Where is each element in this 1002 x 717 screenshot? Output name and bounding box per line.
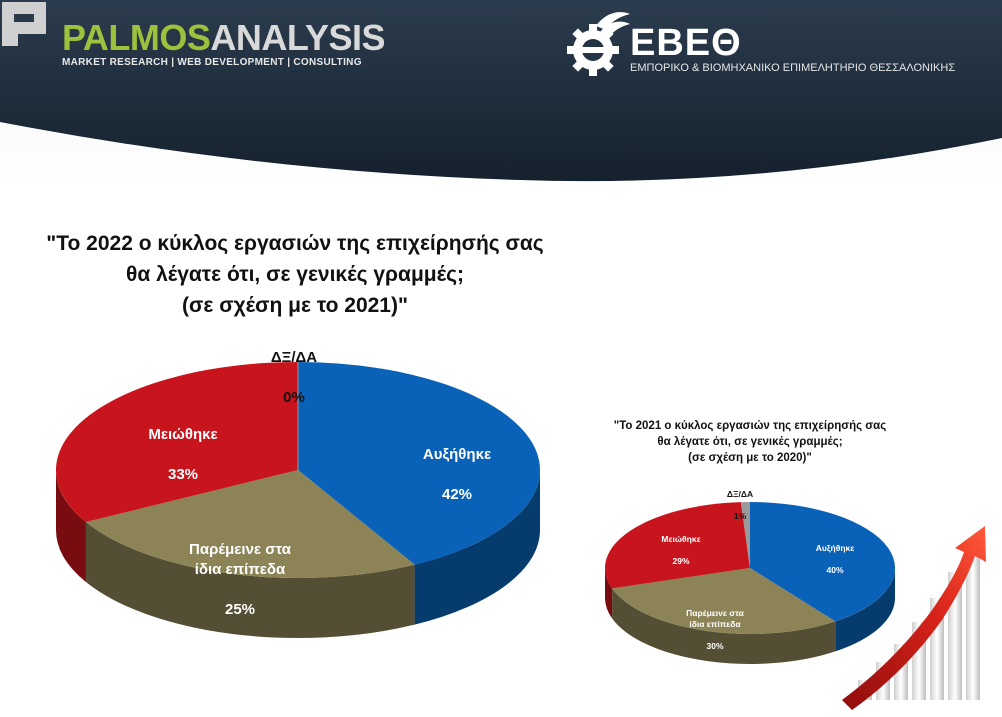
pie-2022-slice-decrease xyxy=(55,361,298,523)
chart-2021-title: "Το 2021 ο κύκλος εργασιών της επιχείρησ… xyxy=(613,420,887,464)
label-same-2021-value: 30% xyxy=(706,641,724,651)
chart-2022-title: "Το 2022 ο κύκλος εργασιών της επιχείρησ… xyxy=(46,232,544,317)
label-decrease-2021-value: 29% xyxy=(672,556,690,566)
pie-2021-slice-dk xyxy=(740,502,750,568)
ebeth-title: ΕΒΕΘ xyxy=(630,22,742,64)
pie-2022-slice-same xyxy=(85,470,415,578)
label-dk-2021-value: 1% xyxy=(733,511,747,521)
label-same-2022-name: Παρέμεινε στα ίδια επίπεδα xyxy=(189,541,291,578)
label-decrease-2022-name: Μειώθηκε xyxy=(148,426,218,443)
label-increase-2021-value: 40% xyxy=(826,565,844,575)
growth-arrow-graphic xyxy=(842,526,986,710)
pie-2021-same-side xyxy=(612,588,836,664)
header-banner: PALMOSANALYSIS MARKET RESEARCH | WEB DEV… xyxy=(0,0,1002,185)
palmos-logo-part1: PALMOS xyxy=(62,17,211,58)
pie-chart-2022 xyxy=(55,361,540,638)
palmos-mark-icon xyxy=(2,2,46,46)
label-same-2021: Παρέμεινε στα ίδια επίπεδα 30% xyxy=(670,597,760,663)
pie-2021-decrease-side xyxy=(605,568,613,619)
pie-chart-2021 xyxy=(604,502,896,664)
pie-2022-same-side xyxy=(85,522,415,638)
label-same-2022: Παρέμεινε στα ίδια επίπεδα 25% xyxy=(160,520,320,640)
label-increase-2022-value: 42% xyxy=(441,486,473,503)
label-dk-2022: ΔΞ/ΔΑ 0% xyxy=(244,328,344,428)
pie-2022-decrease-side xyxy=(56,470,86,583)
pie-2021-increase-side xyxy=(835,568,895,652)
label-same-2021-name: Παρέμεινε στα ίδια επίπεδα xyxy=(686,608,744,629)
ebeth-subtitle: ΕΜΠΟΡΙΚΟ & ΒΙΟΜΗΧΑΝΙΚΟ ΕΠΙΜΕΛΗΤΗΡΙΟ ΘΕΣΣ… xyxy=(630,62,956,74)
label-decrease-2021-name: Μειώθηκε xyxy=(661,534,701,544)
label-dk-2022-value: 0% xyxy=(283,389,305,406)
label-decrease-2021: Μειώθηκε 29% xyxy=(646,523,716,578)
label-increase-2021-name: Αυξήθηκε xyxy=(815,543,855,553)
pie-2022-slice-increase xyxy=(298,362,540,565)
label-increase-2022-name: Αυξήθηκε xyxy=(422,446,492,463)
pie-2022-increase-side xyxy=(414,470,540,625)
ebeth-gear-icon xyxy=(567,12,630,76)
palmos-logo-part2: ANALYSIS xyxy=(210,17,386,58)
pie-2021-slice-decrease xyxy=(604,502,750,589)
label-dk-2021: ΔΞ/ΔΑ 1% xyxy=(715,478,765,533)
header-background xyxy=(0,0,1002,185)
pie-2021-slice-same xyxy=(612,568,836,634)
label-dk-2022-name: ΔΞ/ΔΑ xyxy=(270,349,318,366)
label-decrease-2022-value: 33% xyxy=(167,466,199,483)
label-same-2022-value: 25% xyxy=(224,601,256,618)
label-increase-2021: Αυξήθηκε 40% xyxy=(795,532,875,587)
label-increase-2022: Αυξήθηκε 42% xyxy=(382,425,532,525)
label-dk-2021-name: ΔΞ/ΔΑ xyxy=(726,489,754,499)
pie-2021-slice-increase xyxy=(750,502,896,622)
palmos-tagline: MARKET RESEARCH | WEB DEVELOPMENT | CONS… xyxy=(62,57,362,68)
label-decrease-2022: Μειώθηκε 33% xyxy=(118,405,248,505)
palmos-logo: PALMOSANALYSIS MARKET RESEARCH | WEB DEV… xyxy=(62,17,386,69)
